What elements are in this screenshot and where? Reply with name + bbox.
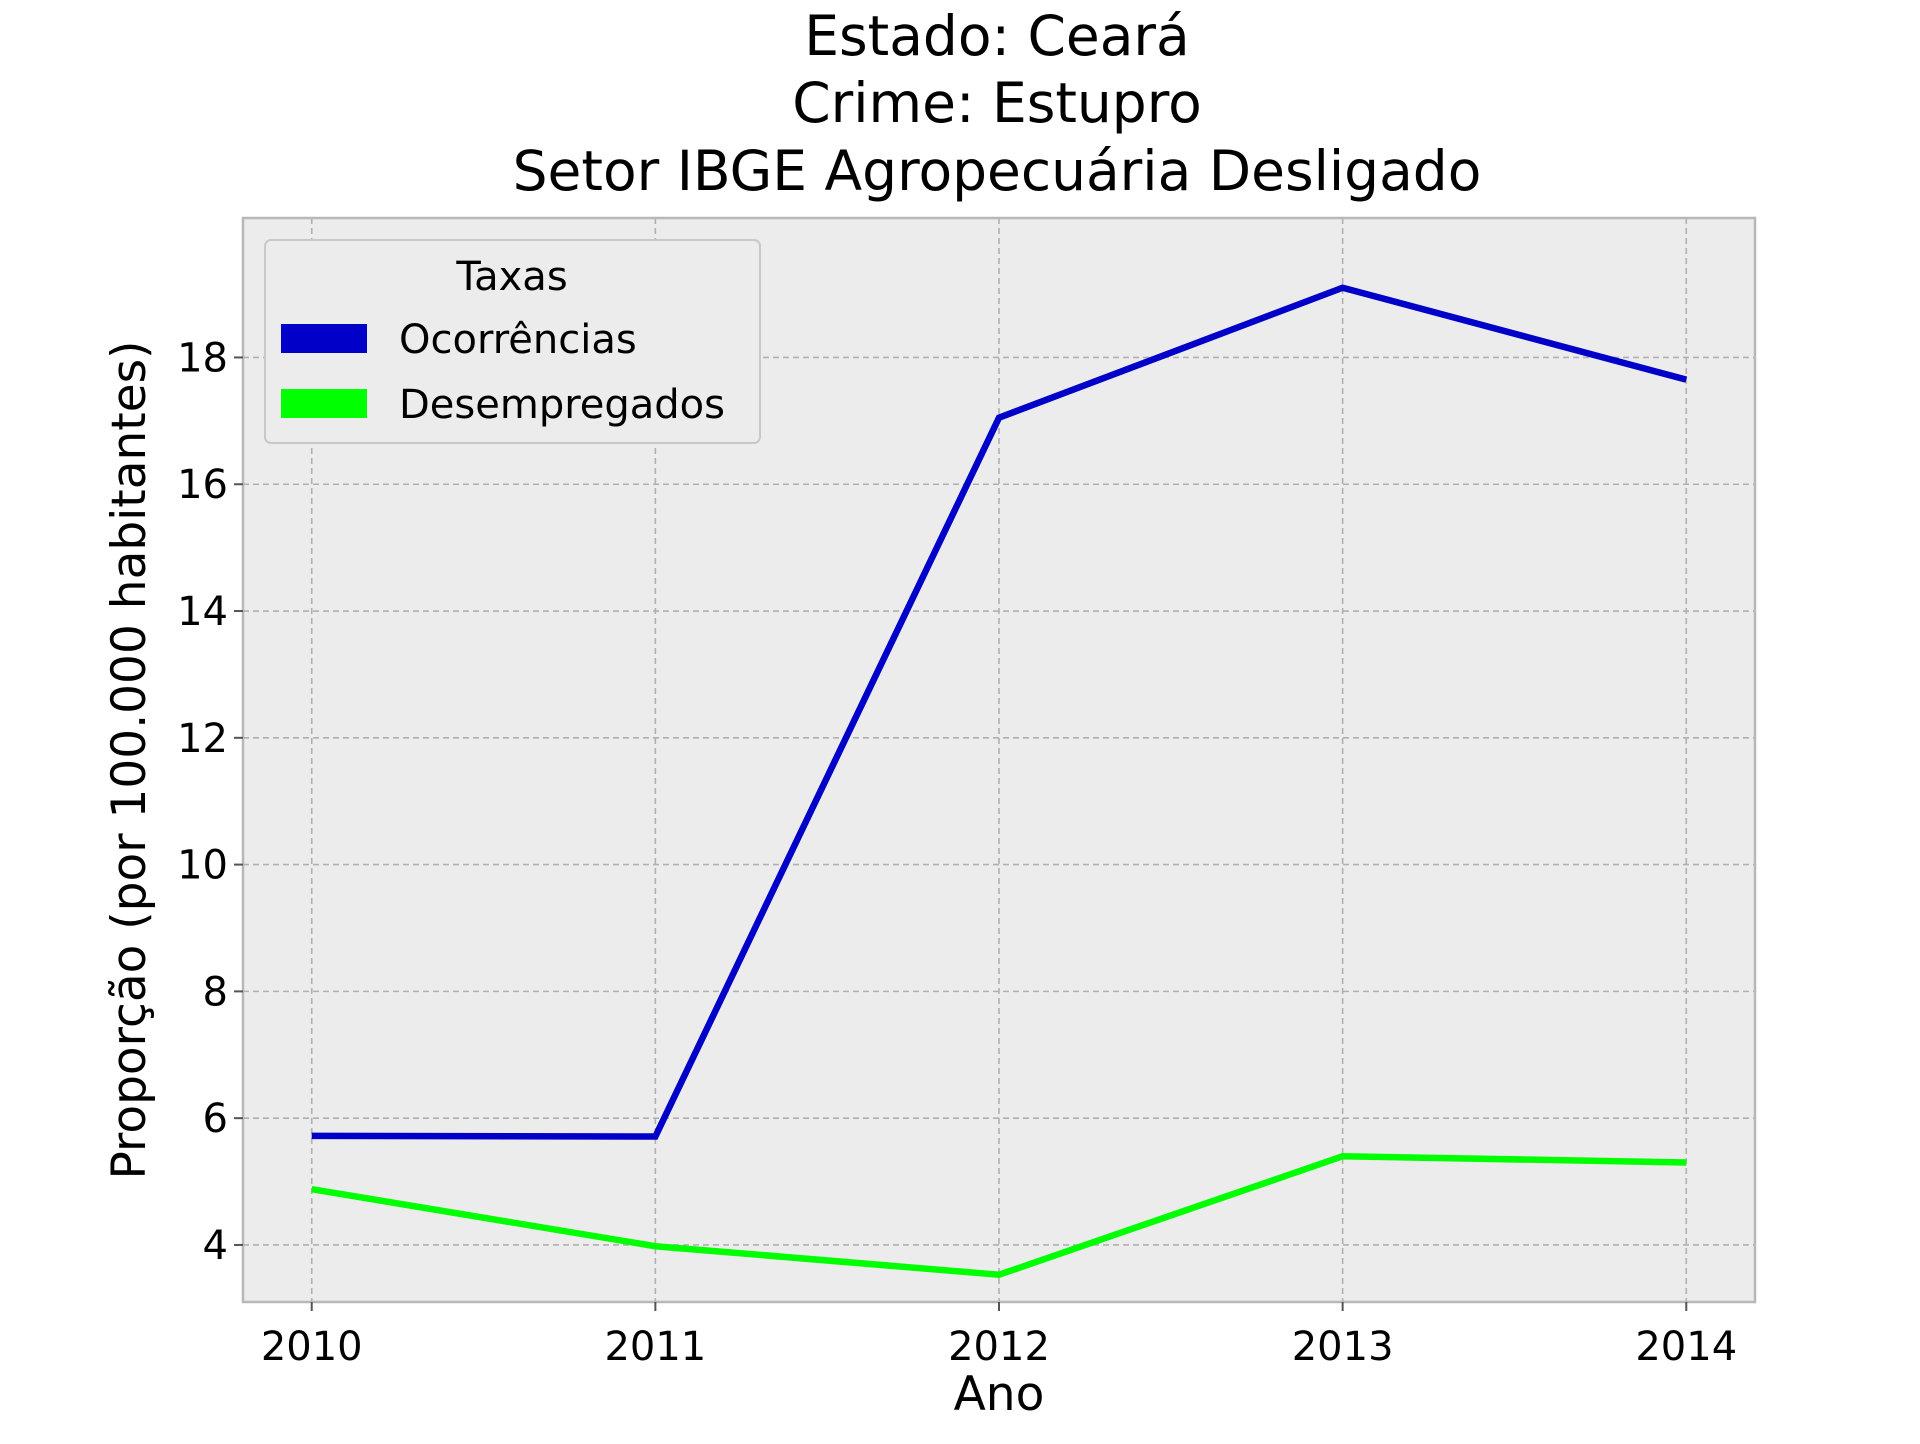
legend: Taxas Ocorrências Desempregados xyxy=(265,240,760,443)
y-tick-label: 18 xyxy=(177,335,228,381)
x-axis-label: Ano xyxy=(954,1367,1045,1422)
x-axis-ticks: 2010 2011 2012 2013 2014 xyxy=(261,1302,1737,1370)
legend-swatch xyxy=(281,324,367,353)
x-tick-label: 2010 xyxy=(261,1324,363,1370)
legend-title: Taxas xyxy=(455,254,567,300)
title-line: Crime: Estupro xyxy=(792,71,1202,135)
y-tick-label: 12 xyxy=(177,716,228,762)
y-tick-label: 16 xyxy=(177,462,228,508)
x-tick-label: 2012 xyxy=(948,1324,1050,1370)
y-axis-ticks: 4 6 8 10 12 14 16 18 xyxy=(177,335,243,1268)
x-tick-label: 2011 xyxy=(604,1324,706,1370)
y-tick-label: 8 xyxy=(203,969,228,1015)
y-tick-label: 6 xyxy=(203,1096,228,1142)
y-axis-label: Proporção (por 100.000 habitantes) xyxy=(102,341,157,1180)
title-line: Estado: Ceará xyxy=(804,4,1190,68)
legend-swatch xyxy=(281,389,367,418)
title-line: Setor IBGE Agropecuária Desligado xyxy=(513,139,1482,203)
y-tick-label: 4 xyxy=(203,1223,228,1269)
x-tick-label: 2014 xyxy=(1635,1324,1737,1370)
x-tick-label: 2013 xyxy=(1292,1324,1394,1370)
y-tick-label: 14 xyxy=(177,589,228,635)
y-tick-label: 10 xyxy=(177,843,228,889)
legend-label: Desempregados xyxy=(399,382,725,428)
legend-label: Ocorrências xyxy=(399,317,637,363)
